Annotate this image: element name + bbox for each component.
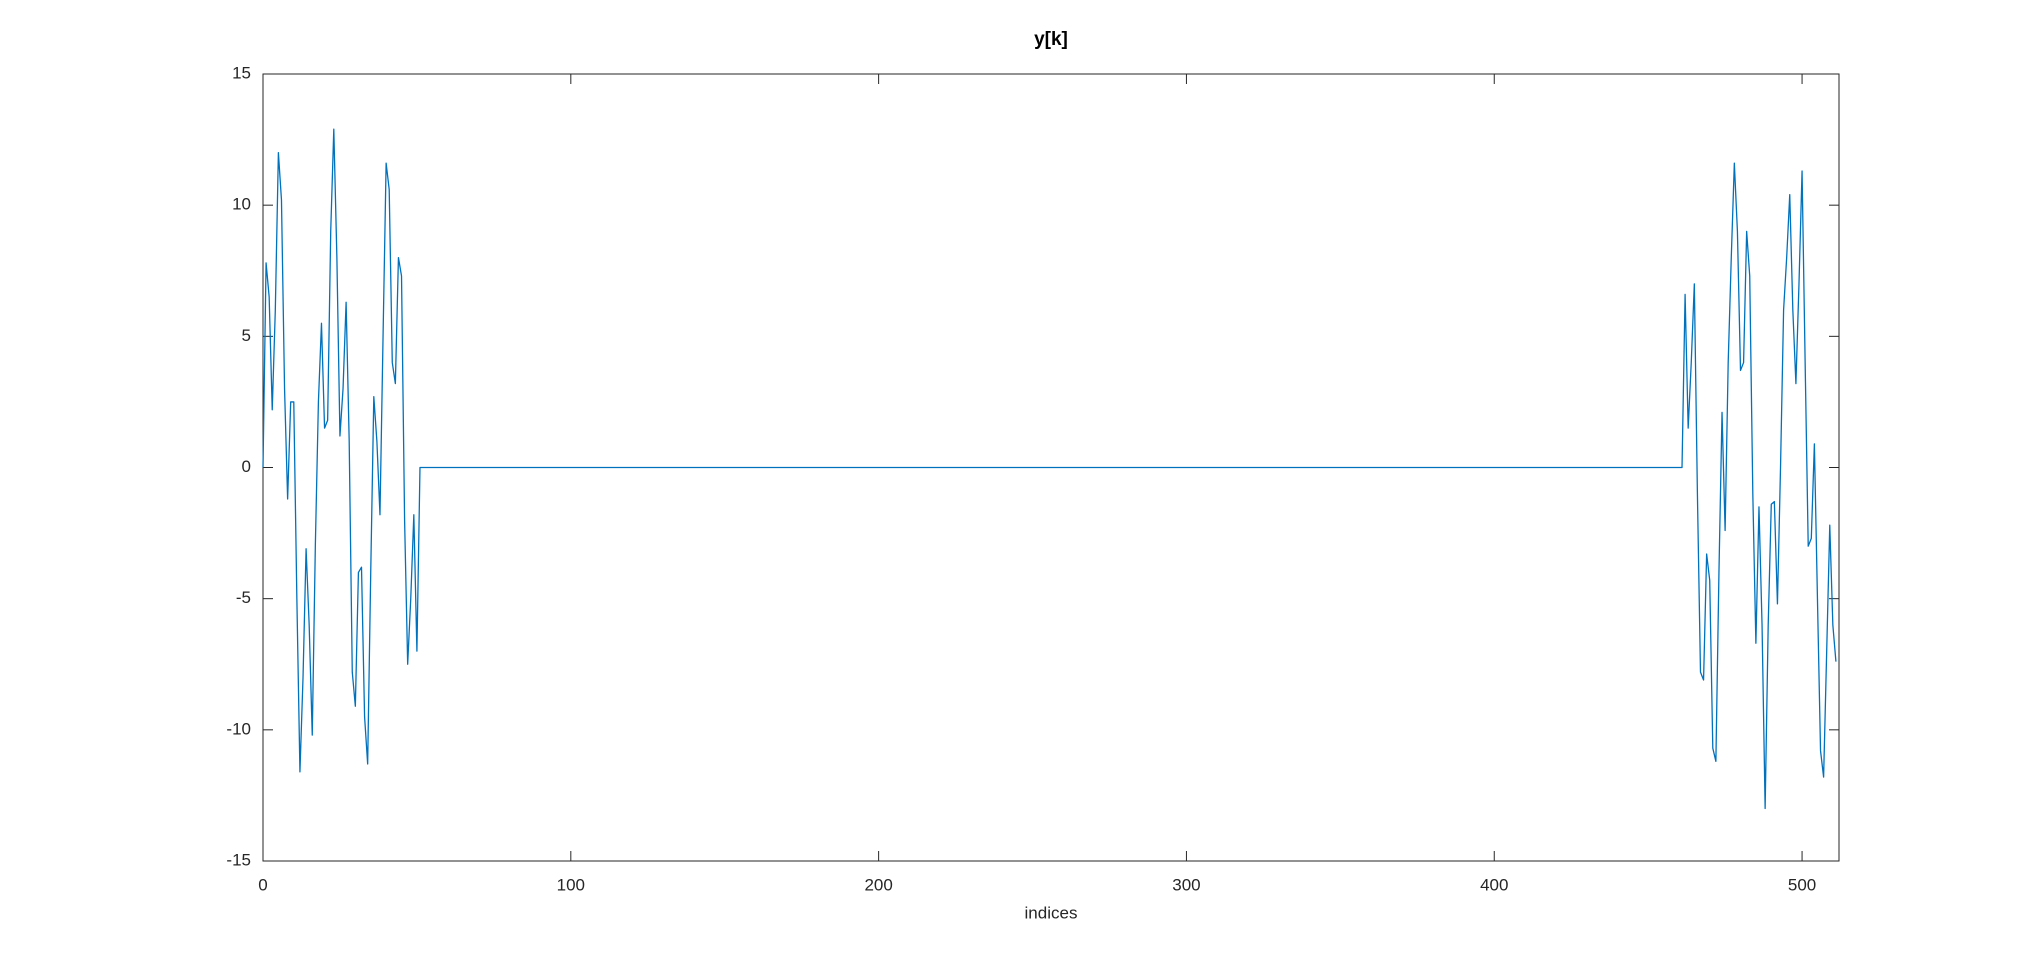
y-tick-label: 15 [232, 63, 251, 82]
x-axis-label: indices [1025, 903, 1078, 922]
data-line [262, 128, 1837, 810]
y-tick-label: 5 [242, 326, 251, 345]
y-tick-label: -15 [226, 850, 251, 869]
x-tick-label: 200 [864, 875, 892, 894]
x-tick-label: 500 [1788, 875, 1816, 894]
chart-title: y[k] [1034, 29, 1068, 50]
y-tick-label: 0 [242, 457, 251, 476]
x-tick-label: 0 [258, 875, 267, 894]
x-tick-label: 300 [1172, 875, 1200, 894]
y-tick-label: -10 [226, 719, 251, 738]
y-tick-label: -5 [236, 588, 251, 607]
x-tick-label: 100 [557, 875, 585, 894]
y-tick-label: 10 [232, 195, 251, 214]
x-tick-label: 400 [1480, 875, 1508, 894]
